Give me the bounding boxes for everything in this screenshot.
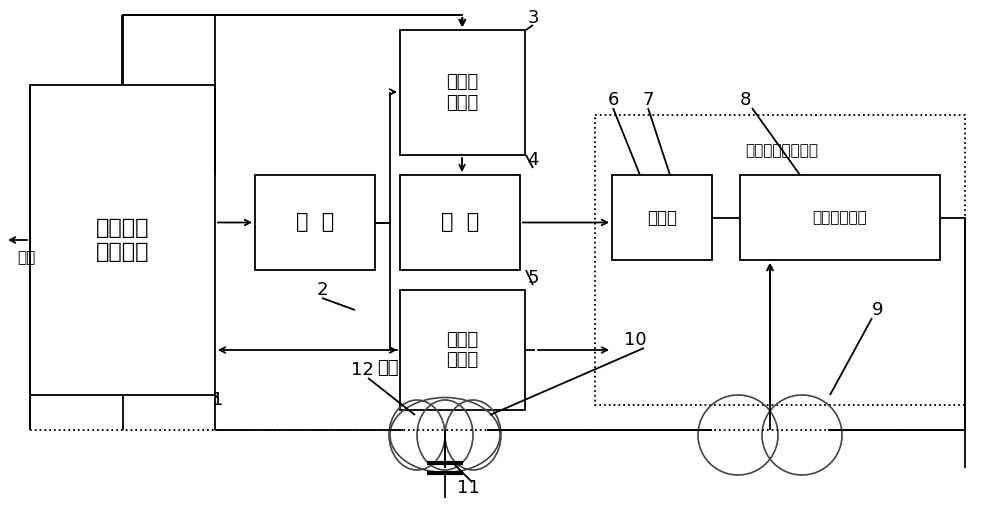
Text: 反馈: 反馈 [377, 359, 399, 377]
Bar [30, 85, 215, 395]
Text: 光学器件集成组件: 光学器件集成组件 [746, 143, 818, 159]
Text: 7: 7 [642, 91, 654, 109]
Text: 2: 2 [316, 281, 328, 299]
Text: 电  源: 电 源 [296, 212, 334, 232]
Text: 光源驱
动单元: 光源驱 动单元 [446, 73, 479, 112]
Bar [255, 175, 375, 270]
Text: 起偏器: 起偏器 [647, 208, 677, 226]
Text: 10: 10 [624, 331, 646, 349]
Text: 4: 4 [527, 151, 539, 169]
Text: 偏振光调制器: 偏振光调制器 [813, 210, 867, 225]
Bar [612, 175, 712, 260]
Text: 光  源: 光 源 [441, 212, 479, 232]
Text: 5: 5 [527, 269, 539, 287]
Bar [740, 175, 940, 260]
Text: 12: 12 [351, 361, 373, 379]
Text: 输出: 输出 [17, 250, 35, 266]
Text: 差分光
接收器: 差分光 接收器 [446, 331, 479, 369]
Text: 6: 6 [607, 91, 619, 109]
Bar [400, 30, 525, 155]
Text: 11: 11 [457, 479, 479, 497]
Bar [400, 175, 520, 270]
Text: 1: 1 [212, 391, 224, 409]
Text: 8: 8 [739, 91, 751, 109]
Text: 9: 9 [872, 301, 884, 319]
Bar [400, 290, 525, 410]
Text: 闭环信号
处理单元: 闭环信号 处理单元 [96, 219, 149, 262]
Bar [595, 115, 965, 405]
Text: 3: 3 [527, 9, 539, 27]
